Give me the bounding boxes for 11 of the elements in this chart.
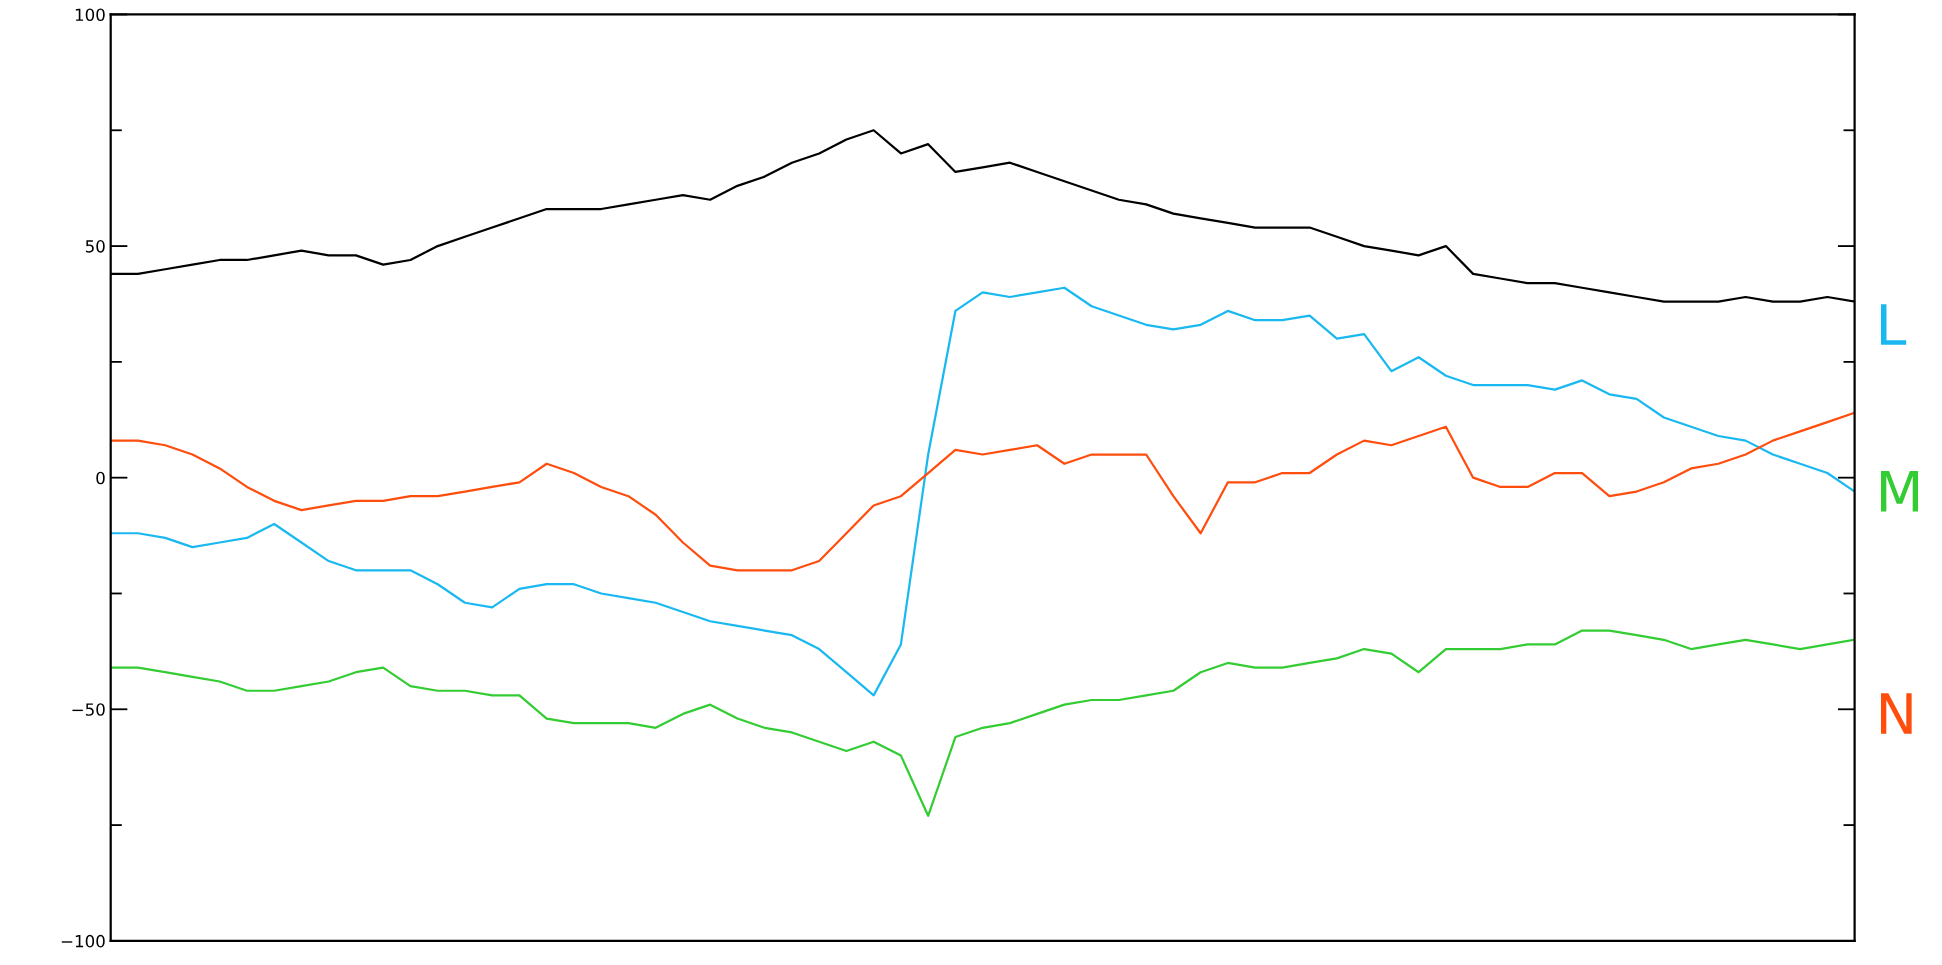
y-tick-label: 0 <box>96 471 105 485</box>
line-series <box>110 629 1855 817</box>
y-tick-label: 100 <box>75 8 105 22</box>
y-tick-label: −100 <box>61 934 105 948</box>
line-series <box>110 286 1855 697</box>
line-series <box>110 411 1855 572</box>
y-tick-label: −50 <box>72 703 105 716</box>
text: M <box>1880 471 1919 512</box>
text: N <box>1880 693 1912 734</box>
text: L <box>1880 304 1907 345</box>
y-tick-label: 50 <box>85 240 105 253</box>
